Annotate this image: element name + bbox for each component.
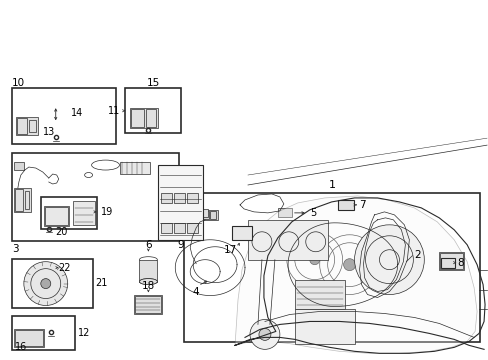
Bar xyxy=(17,118,27,134)
Text: 20: 20 xyxy=(56,227,68,237)
Bar xyxy=(210,211,216,219)
Bar xyxy=(134,294,162,315)
Text: 11: 11 xyxy=(108,106,120,116)
Bar xyxy=(73,201,94,225)
Text: 6: 6 xyxy=(145,240,151,250)
Bar xyxy=(337,200,353,210)
Bar xyxy=(29,120,36,132)
Text: 9: 9 xyxy=(177,240,183,250)
Bar xyxy=(294,310,354,345)
Bar xyxy=(45,207,67,225)
Circle shape xyxy=(259,328,270,340)
Text: 18: 18 xyxy=(142,280,155,291)
Text: 16: 16 xyxy=(15,342,27,352)
Bar xyxy=(187,193,198,203)
Bar xyxy=(439,253,462,269)
Bar xyxy=(174,223,185,233)
Text: 22: 22 xyxy=(59,263,71,273)
Bar xyxy=(44,206,68,226)
Bar xyxy=(125,88,181,133)
Circle shape xyxy=(24,262,67,306)
Text: 19: 19 xyxy=(101,207,113,217)
Text: 1: 1 xyxy=(328,180,335,190)
Polygon shape xyxy=(235,196,476,353)
Text: 5: 5 xyxy=(309,208,315,218)
Bar xyxy=(187,223,198,233)
Bar xyxy=(139,260,157,282)
Bar xyxy=(184,193,479,342)
Bar xyxy=(14,162,24,170)
Circle shape xyxy=(41,279,51,289)
Bar xyxy=(440,258,454,268)
Bar xyxy=(120,162,150,174)
Bar xyxy=(14,188,31,212)
Circle shape xyxy=(343,259,355,271)
Bar xyxy=(25,191,29,209)
Text: 15: 15 xyxy=(146,78,160,88)
Text: 14: 14 xyxy=(71,108,83,118)
Bar xyxy=(201,211,209,219)
Text: 17: 17 xyxy=(223,245,236,255)
Bar xyxy=(12,316,75,350)
Text: 21: 21 xyxy=(95,278,108,288)
Circle shape xyxy=(309,255,319,265)
Bar xyxy=(174,193,185,203)
Bar xyxy=(15,330,42,346)
Bar xyxy=(12,259,92,307)
Bar xyxy=(135,296,161,314)
Bar xyxy=(200,210,218,220)
Bar xyxy=(438,252,463,270)
Text: 12: 12 xyxy=(78,328,90,338)
Text: 7: 7 xyxy=(359,200,366,210)
Bar xyxy=(294,280,344,310)
Text: 3: 3 xyxy=(12,244,19,254)
Bar xyxy=(130,108,158,128)
Bar xyxy=(41,197,96,229)
Ellipse shape xyxy=(139,279,157,285)
Bar xyxy=(161,223,172,233)
Circle shape xyxy=(249,319,279,349)
Bar xyxy=(16,117,38,135)
Bar xyxy=(12,88,116,144)
Text: 4: 4 xyxy=(192,287,199,297)
Text: 13: 13 xyxy=(42,127,55,137)
Bar xyxy=(14,329,44,347)
Bar xyxy=(146,109,156,127)
Bar xyxy=(196,209,208,217)
Text: 2: 2 xyxy=(413,250,420,260)
Bar xyxy=(158,165,203,240)
Bar xyxy=(277,208,291,217)
Bar xyxy=(131,109,144,127)
Bar xyxy=(15,189,23,211)
Bar xyxy=(247,220,327,260)
Text: 10: 10 xyxy=(12,78,25,88)
Bar xyxy=(161,193,172,203)
Text: 8: 8 xyxy=(456,258,463,268)
Bar xyxy=(12,153,179,241)
Bar xyxy=(232,226,251,240)
Circle shape xyxy=(354,225,424,294)
